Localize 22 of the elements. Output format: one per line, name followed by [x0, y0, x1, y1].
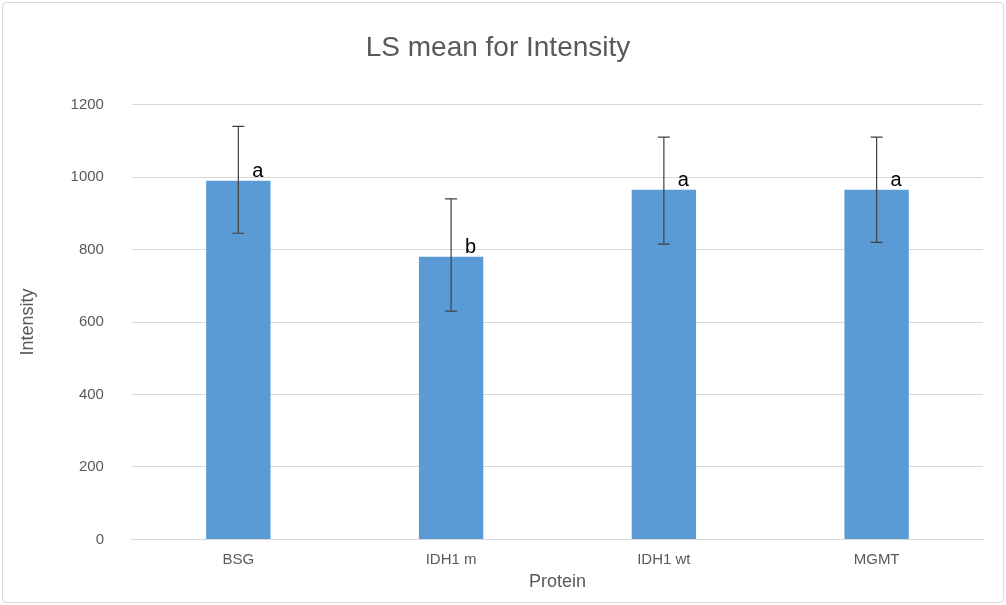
x-axis-title: Protein	[528, 571, 587, 592]
y-tick-label: 400	[78, 384, 104, 402]
bar	[631, 189, 697, 539]
x-tick-label: IDH1 m	[425, 549, 477, 567]
chart-title: LS mean for Intensity	[365, 30, 631, 62]
annotation: a	[677, 168, 690, 191]
y-tick-label: 0	[95, 529, 104, 547]
y-tick-label: 800	[78, 239, 104, 257]
annotation: a	[252, 159, 265, 182]
y-axis-title: Intensity	[16, 288, 37, 356]
annotation: a	[890, 168, 903, 191]
annotation: b	[465, 235, 477, 258]
x-tick-label: BSG	[222, 549, 255, 567]
y-tick-label: 1200	[70, 94, 104, 112]
bar	[418, 256, 484, 539]
y-tick-label: 200	[78, 457, 104, 475]
x-tick-label: MGMT	[853, 549, 900, 567]
y-tick-label: 600	[78, 312, 104, 330]
bar	[206, 180, 271, 539]
bar	[844, 189, 909, 539]
x-tick-label: IDH1 wt	[637, 549, 692, 567]
y-tick-label: 1000	[70, 167, 104, 185]
